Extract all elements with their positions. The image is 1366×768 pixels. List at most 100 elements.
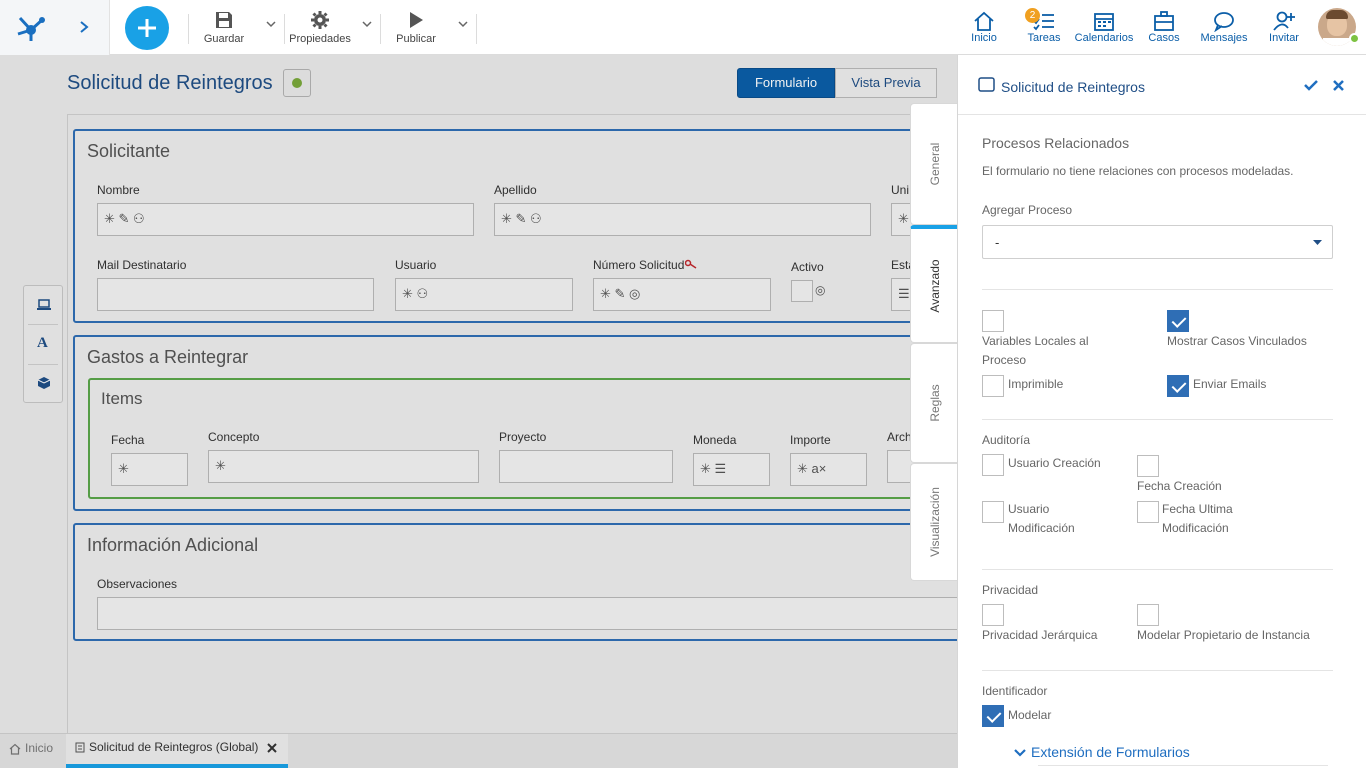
checkbox-show-linked[interactable] [1167,310,1189,332]
col-label-importe: Importe [790,433,831,447]
checkbox-local-vars[interactable] [982,310,1004,332]
separator [284,14,285,44]
properties-button[interactable]: Propiedades [286,0,354,55]
confirm-check-icon[interactable] [1304,80,1318,91]
field-numero-solicitud[interactable]: ✳ ✎ ◎ [593,278,771,311]
cube-icon[interactable] [37,376,51,390]
gear-icon [311,11,329,29]
field-mail-destinatario[interactable] [97,278,374,311]
divider [982,670,1333,671]
label-hierarchical-privacy: Privacidad Jerárquica [982,628,1098,642]
checkbox-model-owner[interactable] [1137,604,1159,626]
field-activo-checkbox[interactable] [791,280,813,302]
vtab-avanzado-label: Avanzado [927,258,942,313]
bottom-tab-inicio[interactable]: Inicio [0,734,62,768]
chevron-down-icon [1014,749,1026,757]
extension-forms-label: Extensión de Formularios [1031,744,1190,760]
nav-mensajes[interactable]: Mensajes [1198,0,1250,55]
caret-down-icon [1313,240,1322,245]
col-fecha[interactable]: ✳ [111,453,188,486]
home-icon [974,11,994,31]
save-dropdown-chevron-icon[interactable] [266,20,276,28]
label-date-modified: Fecha Ultima Modificación [1162,502,1233,535]
checkbox-date-created[interactable] [1137,455,1159,477]
col-label-fecha: Fecha [111,433,145,447]
text-style-icon[interactable]: A [37,335,48,351]
form-title: Solicitud de Reintegros [67,72,273,94]
field-label-usuario: Usuario [395,258,437,272]
nav-casos[interactable]: Casos [1142,0,1186,55]
related-processes-heading: Procesos Relacionados [982,135,1130,151]
save-button[interactable]: Guardar [196,0,252,55]
add-button[interactable] [125,6,169,50]
nav-invitar[interactable]: Invitar [1262,0,1306,55]
checkbox-printable[interactable] [982,375,1004,397]
plus-icon [138,19,156,37]
vtab-general[interactable]: General [910,103,958,225]
field-observaciones[interactable] [97,597,967,630]
status-dot [292,78,302,88]
logo-area [0,0,110,55]
nav-invitar-label: Invitar [1269,32,1299,44]
chevron-right-icon[interactable] [78,20,90,34]
checkbox-user-modified[interactable] [982,501,1004,523]
form-canvas [67,114,967,734]
add-process-value: - [995,235,1000,250]
floppy-disk-icon [216,12,232,28]
nav-casos-label: Casos [1148,32,1180,44]
col-label-moneda: Moneda [693,433,737,447]
field-label-apellido: Apellido [494,183,537,197]
checkbox-send-emails[interactable] [1167,375,1189,397]
bottom-tab-form[interactable]: Solicitud de Reintegros (Global) [66,734,288,768]
vtab-reglas[interactable]: Reglas [910,343,958,463]
col-proyecto[interactable] [499,450,673,483]
field-apellido[interactable]: ✳ ✎ ⚇ [494,203,871,236]
form-designer-workspace: Solicitud de Reintegros Formulario Vista… [0,55,971,734]
nav-calendarios[interactable]: Calendarios [1074,0,1134,55]
col-concepto[interactable]: ✳ [208,450,479,483]
calendar-icon [1094,13,1114,31]
label-local-vars: Variables Locales al Proceso [982,334,1089,367]
field-usuario[interactable]: ✳ ⚇ [395,278,573,311]
checkbox-hierarchical-privacy[interactable] [982,604,1004,626]
briefcase-icon [1154,11,1174,31]
section-solicitante[interactable]: Solicitante Nombre ✳ ✎ ⚇ Apellido ✳ ✎ ⚇ … [73,129,971,323]
tab-formulario[interactable]: Formulario [737,68,835,98]
separator [28,364,58,365]
field-label-activo: Activo [791,260,824,274]
close-icon[interactable] [1333,80,1344,91]
vtab-avanzado[interactable]: Avanzado [910,225,958,343]
checkbox-identifier-model[interactable] [982,705,1004,727]
nav-tareas[interactable]: 2 Tareas [1022,0,1066,55]
add-process-select[interactable]: - [982,225,1333,259]
properties-label: Propiedades [289,33,351,45]
tab-vista-previa[interactable]: Vista Previa [835,68,937,98]
col-importe[interactable]: ✳ a× [790,453,867,486]
checkbox-date-modified[interactable] [1137,501,1159,523]
laptop-icon[interactable] [36,298,52,312]
section-gastos[interactable]: Gastos a Reintegrar Items Fecha ✳ Concep… [73,335,968,511]
col-label-concepto: Concepto [208,430,260,444]
publish-button[interactable]: Publicar [390,0,442,55]
label-user-created: Usuario Creación [1008,456,1101,470]
col-moneda[interactable]: ✳ ☰ [693,453,770,486]
key-icon [685,259,697,269]
form-status-button[interactable] [283,69,311,97]
app-logo-icon[interactable] [14,10,48,44]
top-toolbar: Guardar Propiedades Publicar Inicio 2 Ta… [0,0,1366,55]
checkbox-user-created[interactable] [982,454,1004,476]
vtab-visualizacion[interactable]: Visualización [910,463,958,581]
save-label: Guardar [203,33,245,45]
grid-items[interactable]: Items Fecha ✳ Concepto ✳ Proyecto Moneda… [88,378,968,499]
nav-inicio[interactable]: Inicio [962,0,1006,55]
properties-dropdown-chevron-icon[interactable] [362,20,372,28]
vtab-visualizacion-label: Visualización [927,487,942,557]
close-icon[interactable] [267,743,277,753]
section-info-adicional[interactable]: Información Adicional Observaciones [73,523,967,641]
section-title: Gastos a Reintegrar [87,347,249,367]
label-show-linked: Mostrar Casos Vinculados [1167,334,1307,348]
chat-icon [1214,12,1234,32]
vtab-reglas-label: Reglas [927,384,942,422]
publish-dropdown-chevron-icon[interactable] [458,20,468,28]
field-nombre[interactable]: ✳ ✎ ⚇ [97,203,474,236]
